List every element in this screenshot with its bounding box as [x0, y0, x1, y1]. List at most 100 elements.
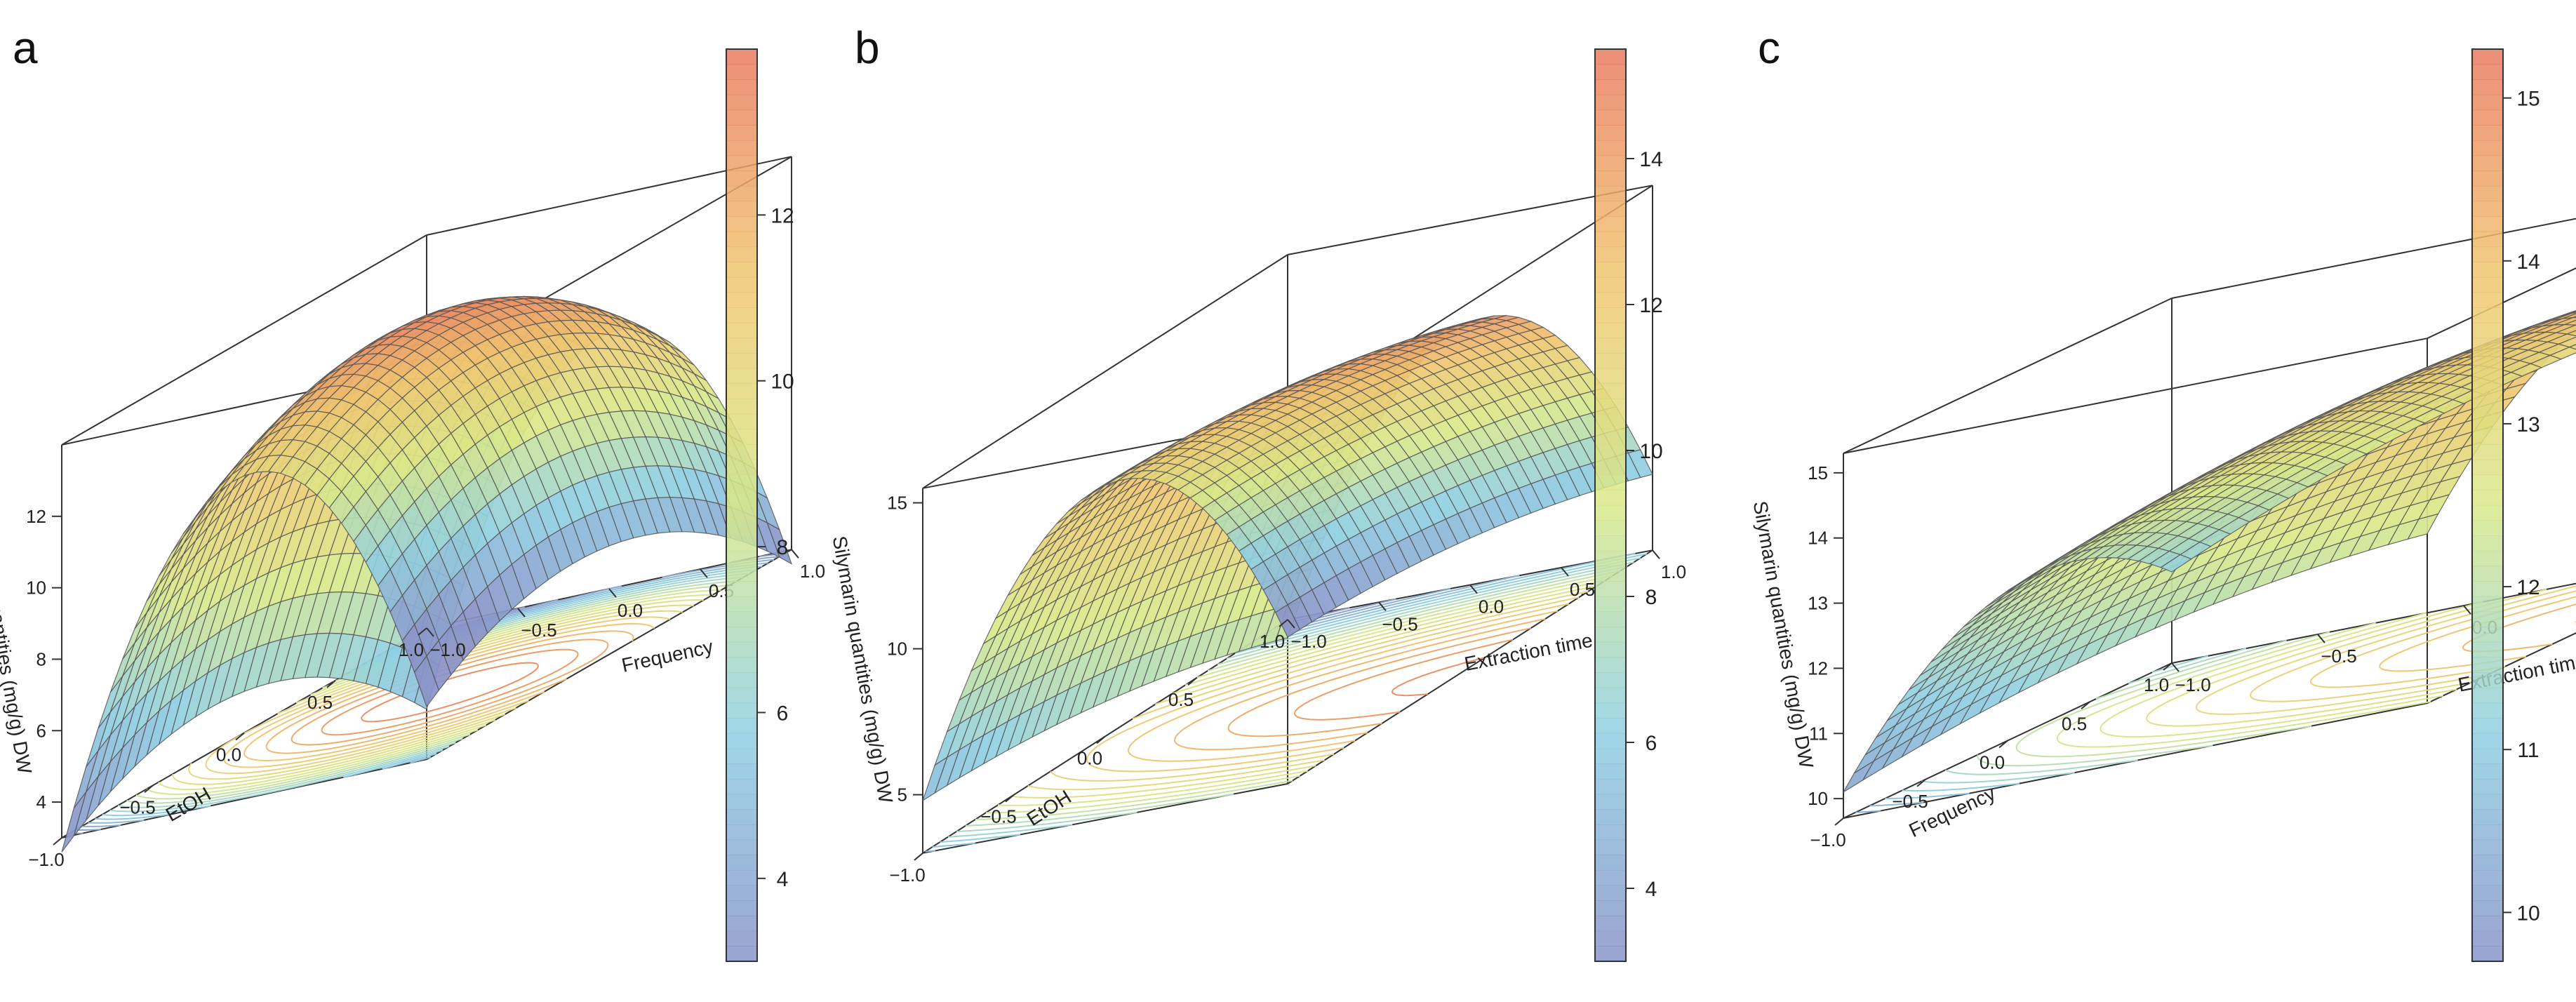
contour-line — [172, 599, 704, 785]
colorbar-frame — [726, 48, 758, 962]
colorbar-tick-label: 8 — [1646, 586, 1657, 609]
x-tick-label: 0.0 — [1077, 747, 1102, 768]
colorbar-frame — [2471, 48, 2504, 962]
colorbar-band — [2472, 779, 2503, 795]
colorbar-band — [2472, 171, 2503, 187]
colorbar-band — [726, 368, 757, 385]
colorbar-band — [726, 566, 757, 582]
x-tick — [235, 732, 245, 741]
box-edge — [2171, 218, 2576, 299]
contour-line — [1855, 810, 1881, 813]
contour-line — [2100, 612, 2443, 738]
colorbar-band — [2472, 323, 2503, 339]
colorbar-band — [726, 155, 757, 171]
colorbar-band — [1595, 383, 1626, 399]
z-tick-label: 15 — [1808, 462, 1828, 483]
colorbar-band — [2472, 809, 2503, 825]
surface-facet — [2160, 554, 2192, 573]
y-tick-label: −0.5 — [2321, 646, 2356, 667]
colorbar-band — [2472, 718, 2503, 734]
z-axis: 5 10 15 Silymarin quantities (mg/g) DW — [829, 493, 923, 806]
surface-facet — [414, 655, 439, 708]
colorbar-band — [1595, 627, 1626, 643]
colorbar-band — [1595, 642, 1626, 658]
panel-label: a — [13, 22, 38, 73]
z-axis-title: Silymarin quantities (mg/g) DW — [0, 505, 36, 776]
colorbar: 4 6 8 10 12 14 — [1594, 48, 1663, 962]
colorbar-band — [726, 946, 757, 962]
colorbar: 10 11 12 13 14 15 — [2471, 48, 2540, 962]
colorbar-band — [2472, 733, 2503, 749]
z-tick-label: 10 — [1808, 788, 1828, 809]
x-tick — [2163, 662, 2173, 671]
colorbar-band — [726, 763, 757, 780]
colorbar-band — [726, 885, 757, 901]
colorbar-tick-label: 10 — [1639, 440, 1662, 463]
contour-line — [986, 575, 1613, 814]
surface-mesh — [1843, 310, 2576, 793]
colorbar-band — [726, 140, 757, 156]
x-tick-label: 1.0 — [1260, 631, 1285, 652]
colorbar-band — [1595, 551, 1626, 567]
colorbar-band — [1595, 855, 1626, 871]
y-tick-label: 0.0 — [618, 600, 643, 621]
colorbar-band — [1595, 460, 1626, 476]
colorbar-band — [2472, 930, 2503, 947]
colorbar-band — [1595, 125, 1626, 141]
colorbar-tick-label: 13 — [2516, 413, 2540, 436]
colorbar-band — [726, 474, 757, 490]
colorbar-band — [2472, 155, 2503, 171]
x-tick — [1096, 735, 1106, 744]
colorbar-band — [2472, 885, 2503, 901]
z-tick-label: 12 — [1808, 657, 1828, 679]
colorbar-band — [1595, 900, 1626, 916]
colorbar-band — [726, 551, 757, 567]
chart-panel-b: 5 10 15 Silymarin quantities (mg/g) DW −1.0 −… — [829, 22, 1686, 962]
colorbar-band — [726, 702, 757, 719]
contour-line — [2310, 590, 2576, 688]
colorbar-band — [2472, 596, 2503, 613]
y-axis-title: Extraction time — [1462, 629, 1594, 675]
colorbar-band — [726, 79, 757, 95]
colorbar-band — [2472, 232, 2503, 248]
x-tick — [1005, 794, 1015, 803]
colorbar-band — [1595, 870, 1626, 886]
colorbar-band — [2472, 763, 2503, 780]
colorbar-band — [726, 930, 757, 947]
y-tick — [1287, 619, 1295, 629]
colorbar-band — [726, 900, 757, 916]
colorbar-band — [726, 627, 757, 643]
colorbar-band — [726, 201, 757, 217]
y-tick — [791, 549, 799, 559]
colorbar-band — [1595, 307, 1626, 323]
colorbar-tick-label: 6 — [777, 702, 789, 725]
colorbar-band — [2472, 109, 2503, 126]
colorbar-tick-label: 10 — [770, 370, 794, 394]
y-tick — [1652, 549, 1660, 559]
colorbar-band — [2472, 125, 2503, 141]
x-tick-label: 0.5 — [307, 692, 333, 713]
colorbar-band — [1595, 399, 1626, 415]
colorbar-band — [726, 49, 757, 65]
x-tick-label: −0.5 — [119, 796, 155, 817]
colorbar-band — [2472, 672, 2503, 688]
z-tick-label: 6 — [36, 720, 46, 741]
contour-line — [965, 566, 1628, 827]
x-tick — [914, 853, 923, 861]
z-tick-label: 5 — [897, 784, 907, 806]
colorbar-band — [2472, 414, 2503, 430]
colorbar-band — [2472, 688, 2503, 704]
colorbar-band — [1595, 688, 1626, 704]
colorbar-band — [726, 824, 757, 841]
colorbar-band — [726, 353, 757, 369]
colorbar-band — [1595, 246, 1626, 262]
colorbar-band — [726, 338, 757, 354]
colorbar-band — [2472, 657, 2503, 673]
z-tick-label: 8 — [36, 648, 46, 669]
y-tick — [426, 627, 434, 637]
contour-line — [2056, 622, 2431, 748]
colorbar-band — [1595, 201, 1626, 217]
colorbar-tick-label: 8 — [777, 536, 789, 559]
